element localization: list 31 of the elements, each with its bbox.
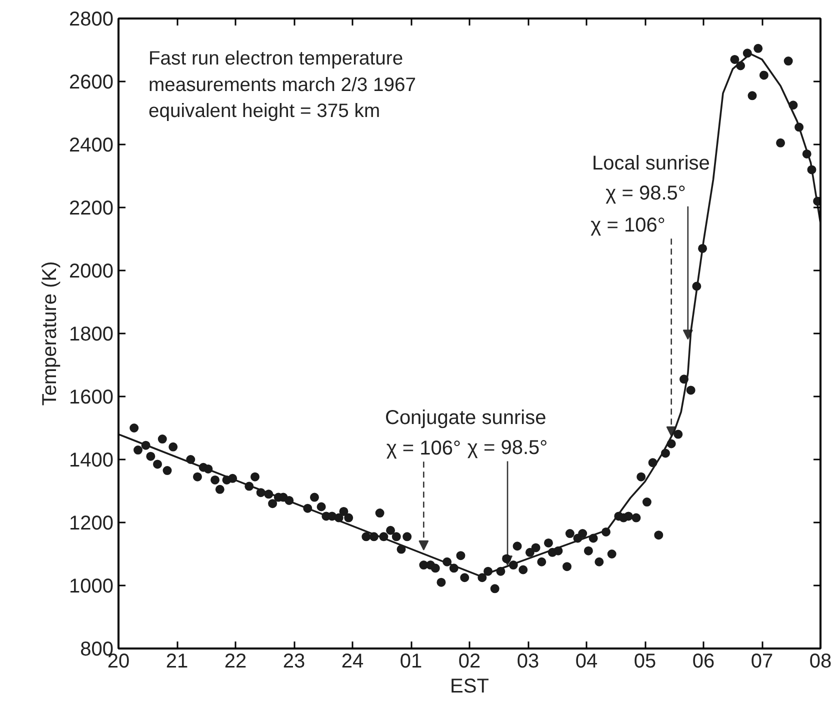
x-tick-label: 03 xyxy=(516,650,540,672)
annotation: χ = 98.5° xyxy=(606,182,686,204)
y-tick-label: 2600 xyxy=(69,72,114,94)
y-tick-label: 2000 xyxy=(69,260,114,282)
x-tick-label: 23 xyxy=(282,650,306,672)
x-tick-label: 05 xyxy=(634,650,656,672)
x-tick-label: 07 xyxy=(750,650,774,672)
y-tick-label: 1600 xyxy=(69,386,114,408)
y-tick-label: 1800 xyxy=(69,324,114,346)
annotation: χ = 106° xyxy=(386,438,462,460)
x-tick-label: 04 xyxy=(575,650,598,672)
annotation: χ = 106° xyxy=(590,214,666,237)
annotation: χ = 98.5° xyxy=(467,437,548,460)
y-tick-label: 2200 xyxy=(69,198,114,220)
y-tick-label: 1400 xyxy=(69,450,114,472)
x-tick-label: 22 xyxy=(224,650,247,672)
x-tick-label: 08 xyxy=(809,650,832,672)
y-tick-label: 2800 xyxy=(69,8,114,30)
y-tick-label: 1200 xyxy=(69,512,114,534)
x-tick-label: 01 xyxy=(400,650,422,672)
y-tick-label: 2400 xyxy=(69,134,114,156)
text: Fast run electron temperature measurements march 2/3 1967 equivalent height = 375 km xyxy=(148,48,416,122)
y-axis-title: Temperature (K) xyxy=(39,261,62,406)
x-tick-label: 21 xyxy=(166,650,188,672)
x-tick-label: 06 xyxy=(692,650,715,672)
x-axis-title: EST xyxy=(450,676,489,698)
x-tick-label: 24 xyxy=(341,650,364,672)
annotation: Conjugate sunrise xyxy=(384,407,546,430)
x-tick-label: 02 xyxy=(458,650,481,672)
y-tick-label: 1000 xyxy=(69,576,114,598)
annotation: Local sunrise xyxy=(592,152,710,174)
